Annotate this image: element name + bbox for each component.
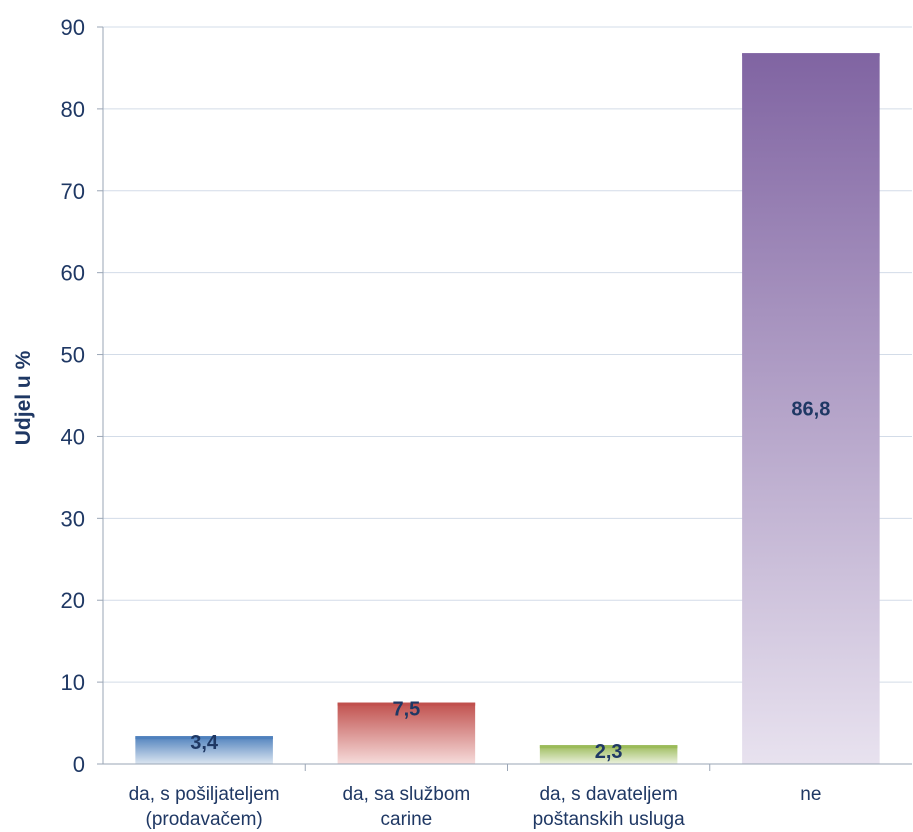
bar-top-edge <box>539 745 678 749</box>
x-category-label: carine <box>381 809 433 830</box>
data-label: 2,3 <box>595 741 623 763</box>
y-tick-label: 90 <box>61 15 85 40</box>
bar <box>539 745 678 764</box>
x-category-label: da, s davateljem <box>539 784 677 805</box>
data-label: 86,8 <box>791 399 830 421</box>
y-tick-label: 80 <box>61 97 85 122</box>
y-tick-label: 40 <box>61 424 85 449</box>
bars <box>135 53 880 764</box>
bar <box>337 702 476 764</box>
data-labels: 3,4 7,5 2,3 86,8 <box>190 399 830 764</box>
y-tick-label: 20 <box>61 588 85 613</box>
y-tick-label: 10 <box>61 670 85 695</box>
y-tick-label: 70 <box>61 179 85 204</box>
x-axis: da, s pošiljateljem (prodavačem) da, sa sl… <box>103 763 912 830</box>
bar <box>135 736 273 764</box>
x-category-label: da, s pošiljateljem <box>129 784 280 805</box>
x-category-label: poštanskih usluga <box>533 809 686 830</box>
bar <box>742 53 880 764</box>
x-category-label: (prodavačem) <box>146 809 263 830</box>
x-category-label: ne <box>800 784 821 805</box>
y-axis: 0 10 20 30 40 50 60 70 80 90 <box>61 15 104 777</box>
data-label: 3,4 <box>190 732 219 754</box>
y-tick-label: 0 <box>73 752 85 777</box>
bar-top-edge <box>742 53 880 57</box>
x-category-label: da, sa službom <box>342 784 470 805</box>
bar-top-edge <box>135 736 273 740</box>
gridlines <box>103 26 912 683</box>
y-tick-label: 60 <box>61 261 85 286</box>
y-tick-label: 50 <box>61 343 85 368</box>
bar-top-edge <box>337 702 476 706</box>
y-axis-title: Udjel u % <box>12 350 35 445</box>
data-label: 7,5 <box>392 699 420 721</box>
y-tick-label: 30 <box>61 506 85 531</box>
